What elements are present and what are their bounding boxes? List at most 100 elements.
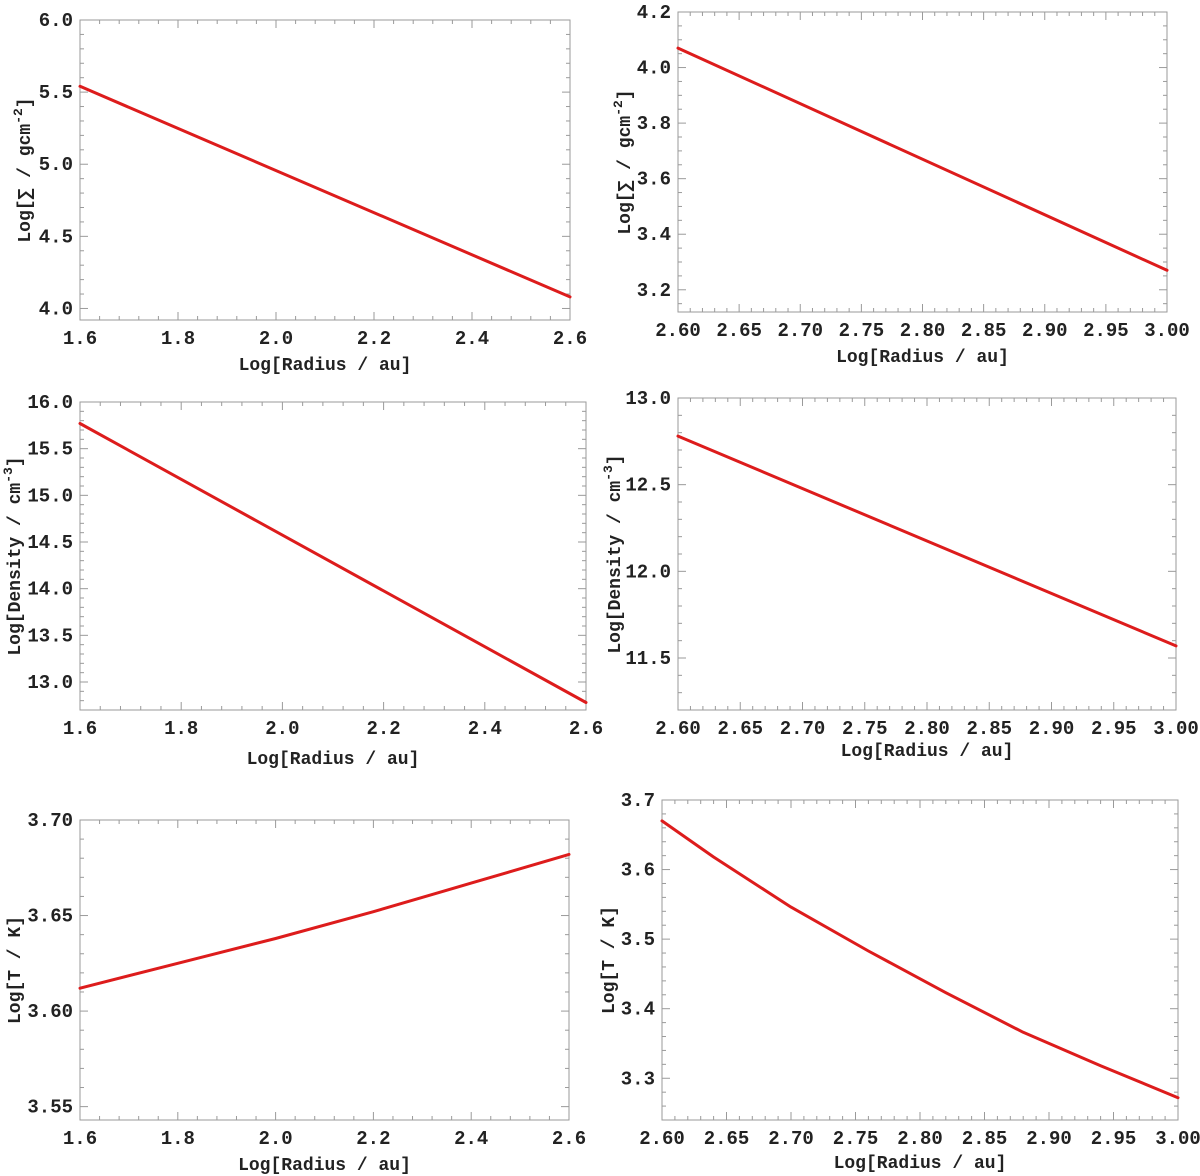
y-axis-label-main: Log[T / K — [600, 917, 620, 1014]
x-tick-label: 2.80 — [900, 320, 946, 342]
chart-panel-1: 1.6 1.8 2.0 2.2 2.4 2.6 4.0 4.5 5.0 5.5 6.0 Log[Rad… — [11, 10, 587, 376]
y-tick-label: 4.5 — [39, 226, 73, 248]
y-tick-label: 12.0 — [625, 561, 671, 583]
x-tick-label: 2.95 — [1083, 320, 1129, 342]
x-tick-label: 3.00 — [1155, 1128, 1200, 1150]
plot-frame — [677, 11, 1168, 313]
data-line — [78, 84, 572, 299]
axis-ticks — [677, 11, 1168, 312]
y-axis-label-exponent: -2 — [11, 108, 26, 124]
x-tick-label: 2.2 — [357, 328, 391, 350]
y-axis-label-main: Log[Density / cm — [606, 481, 626, 654]
x-axis-label: Log[Radius / au] — [247, 750, 420, 770]
chart-panel-3: 1.6 1.8 2.0 2.2 2.4 2.6 13.0 13.5 14.0 14.5 15.0 15… — [1, 392, 603, 770]
y-axis-label-main: Log[T / K — [6, 927, 26, 1024]
y-axis-label-main: Log[Density / cm — [6, 483, 26, 656]
x-tick-label: 2.0 — [265, 718, 299, 740]
y-tick-label: 3.55 — [27, 1097, 73, 1119]
x-tick-label: 3.00 — [1153, 718, 1199, 740]
data-line — [676, 434, 1178, 648]
x-tick-label: 2.95 — [1091, 718, 1137, 740]
y-axis-label-exponent: -3 — [1, 467, 16, 483]
y-tick-label: 14.0 — [27, 579, 73, 601]
plot-frame — [661, 799, 1179, 1121]
x-tick-label: 2.6 — [552, 1128, 586, 1150]
y-tick-label: 6.0 — [39, 10, 73, 32]
y-tick-label: 3.8 — [637, 113, 671, 135]
y-tick-label: 3.6 — [621, 860, 655, 882]
x-axis-label: Log[Radius / au] — [834, 1154, 1007, 1174]
x-tick-label: 2.65 — [704, 1128, 750, 1150]
x-tick-label: 2.4 — [468, 718, 502, 740]
y-tick-label: 3.60 — [27, 1001, 73, 1023]
y-tick-label: 4.0 — [39, 298, 73, 320]
y-tick-label: 4.0 — [637, 58, 671, 80]
x-axis-label: Log[Radius / au] — [841, 742, 1014, 762]
y-axis-label-end: ] — [600, 906, 620, 917]
x-tick-label: 2.6 — [569, 718, 603, 740]
y-tick-label: 5.5 — [39, 82, 73, 104]
chart-panel-5: 1.6 1.8 2.0 2.2 2.4 2.6 3.55 3.60 3.65 3.70 Log[Ra… — [6, 810, 586, 1176]
y-tick-label: 4.2 — [637, 2, 671, 24]
x-tick-label: 2.90 — [1026, 1128, 1072, 1150]
x-tick-label: 2.70 — [780, 718, 826, 740]
x-tick-label: 2.85 — [961, 320, 1007, 342]
x-axis-label: Log[Radius / au] — [836, 348, 1009, 368]
y-tick-label: 13.0 — [27, 672, 73, 694]
y-axis-label-exponent: -2 — [611, 100, 626, 116]
y-axis-label: Log[∑ / gcm-2] — [11, 97, 36, 242]
x-tick-label: 2.80 — [897, 1128, 943, 1150]
y-axis-label-end: ] — [6, 916, 26, 927]
y-axis-label: Log[T / K] — [6, 916, 26, 1024]
y-axis-label-exponent: -3 — [601, 465, 616, 481]
x-tick-label: 2.70 — [768, 1128, 814, 1150]
y-tick-label: 3.2 — [637, 280, 671, 302]
y-tick-label: 3.5 — [621, 929, 655, 951]
x-axis-label: Log[Radius / au] — [238, 1156, 411, 1176]
y-tick-label: 3.3 — [621, 1068, 655, 1090]
x-tick-label: 1.6 — [63, 328, 97, 350]
y-tick-label: 3.4 — [637, 224, 671, 246]
x-axis-label: Log[Radius / au] — [239, 356, 412, 376]
x-tick-label: 2.60 — [655, 320, 701, 342]
x-tick-label: 2.75 — [839, 320, 885, 342]
x-tick-label: 2.6 — [553, 328, 587, 350]
y-axis-label: Log[Density / cm-3] — [601, 454, 626, 653]
x-tick-label: 2.65 — [717, 718, 763, 740]
plot-frame — [677, 397, 1177, 711]
axis-ticks — [661, 799, 1179, 1121]
x-tick-label: 2.85 — [966, 718, 1012, 740]
y-tick-label: 3.7 — [621, 790, 655, 812]
axis-ticks — [79, 401, 587, 711]
data-line — [78, 422, 588, 704]
x-tick-label: 1.6 — [63, 1128, 97, 1150]
axis-ticks — [79, 819, 570, 1120]
x-tick-label: 2.90 — [1029, 718, 1075, 740]
y-tick-label: 3.70 — [27, 810, 73, 832]
y-axis-label-end: ] — [16, 97, 36, 108]
x-tick-label: 2.75 — [842, 718, 888, 740]
x-tick-label: 3.00 — [1144, 320, 1190, 342]
y-tick-label: 16.0 — [27, 392, 73, 414]
chart-panel-2: 2.60 2.65 2.70 2.75 2.80 2.85 2.90 2.95 3.00 3.2 3… — [611, 2, 1190, 368]
y-axis-label-end: ] — [6, 456, 26, 467]
x-tick-label: 2.0 — [258, 1128, 292, 1150]
data-line — [676, 46, 1169, 272]
y-axis-label-main: Log[∑ / gcm — [616, 116, 636, 235]
x-tick-label: 2.65 — [716, 320, 762, 342]
x-tick-label: 2.80 — [904, 718, 950, 740]
plot-frame — [79, 819, 570, 1121]
y-axis-label: Log[T / K] — [600, 906, 620, 1014]
x-tick-label: 2.60 — [639, 1128, 685, 1150]
x-tick-label: 2.90 — [1022, 320, 1068, 342]
x-tick-label: 1.8 — [161, 1128, 195, 1150]
axis-ticks — [677, 397, 1177, 711]
x-tick-label: 2.4 — [454, 1128, 488, 1150]
x-tick-label: 2.4 — [455, 328, 489, 350]
y-tick-label: 15.0 — [27, 485, 73, 507]
x-tick-label: 2.2 — [366, 718, 400, 740]
x-tick-label: 2.75 — [833, 1128, 879, 1150]
x-tick-label: 2.70 — [777, 320, 823, 342]
chart-panel-4: 2.60 2.65 2.70 2.75 2.80 2.85 2.90 2.95 3.00 11.5… — [601, 388, 1199, 762]
